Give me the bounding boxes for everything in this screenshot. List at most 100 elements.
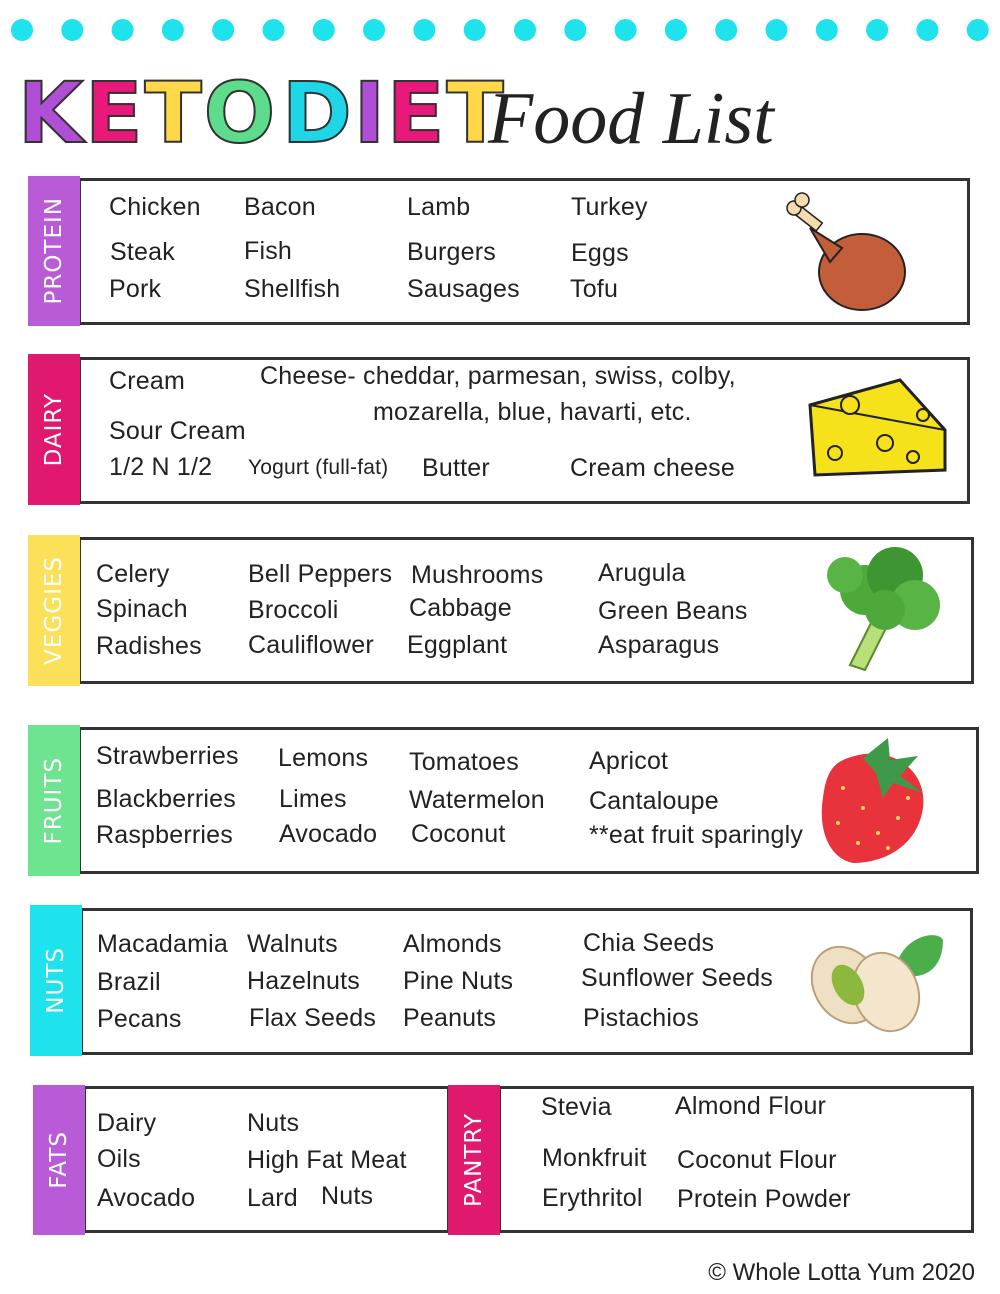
section-box	[78, 178, 970, 325]
food-item: Almonds	[403, 930, 502, 958]
food-item: Bacon	[244, 193, 316, 221]
food-item: Pork	[109, 275, 162, 303]
food-item: Hazelnuts	[247, 967, 360, 995]
food-item: Mushrooms	[411, 561, 544, 589]
section-tab: PROTEIN	[28, 176, 80, 326]
dot	[614, 19, 637, 41]
food-item: Macadamia	[97, 930, 229, 958]
section-tab: VEGGIES	[28, 535, 80, 686]
section-label: FATS	[46, 1131, 72, 1189]
food-item: Cabbage	[409, 594, 512, 622]
section-box	[83, 1086, 450, 1233]
strawberry-icon	[821, 738, 924, 863]
food-item: Coconut Flour	[677, 1146, 837, 1174]
food-item: Nuts	[247, 1109, 300, 1137]
food-item: Flax Seeds	[249, 1004, 377, 1032]
food-item: Almond Flour	[675, 1092, 827, 1120]
section-label: PANTRY	[461, 1113, 487, 1207]
food-item: Asparagus	[598, 631, 720, 659]
dot	[11, 19, 33, 41]
food-item: Walnuts	[247, 930, 338, 958]
section-tab: FATS	[33, 1085, 85, 1235]
section-label: NUTS	[43, 947, 69, 1014]
dot-row	[11, 19, 989, 41]
food-item: Burgers	[407, 238, 496, 266]
food-item: Celery	[96, 560, 170, 588]
section-label: PROTEIN	[41, 197, 67, 305]
food-item: Monkfruit	[542, 1144, 647, 1172]
pistachio-icon	[810, 935, 943, 1033]
section-tab: FRUITS	[28, 725, 80, 876]
drumstick-icon	[786, 192, 906, 311]
dot	[262, 19, 285, 41]
food-item: Sunflower Seeds	[581, 964, 774, 992]
section-tab: PANTRY	[448, 1085, 500, 1235]
section-box	[498, 1086, 974, 1233]
food-item: Avocado	[279, 820, 378, 848]
food-item: Coconut	[411, 820, 506, 848]
dot	[463, 19, 486, 41]
section-box	[78, 537, 974, 684]
food-item: Cream	[109, 367, 186, 395]
food-item: Brazil	[97, 968, 161, 996]
food-item: mozarella, blue, havarti, etc.	[373, 398, 692, 426]
dot	[966, 19, 989, 41]
dot	[212, 19, 235, 41]
dot	[514, 19, 536, 41]
food-item: Cream cheese	[570, 454, 735, 482]
food-item: Bell Peppers	[248, 560, 393, 588]
food-item: Nuts	[321, 1182, 374, 1210]
food-item: High Fat Meat	[247, 1146, 407, 1174]
food-item: Spinach	[96, 595, 188, 623]
food-item: Cheese- cheddar, parmesan, swiss, colby,	[260, 362, 736, 390]
food-item: Steak	[110, 238, 175, 266]
dot	[715, 19, 738, 41]
title-keto: KETO	[17, 64, 278, 162]
food-item: Broccoli	[248, 596, 339, 624]
food-item: Tomatoes	[409, 748, 519, 776]
section-tab: NUTS	[30, 905, 82, 1056]
food-item: Cauliflower	[248, 631, 374, 659]
dot	[161, 19, 184, 41]
food-item: Lamb	[407, 193, 471, 221]
food-item: Yogurt (full-fat)	[248, 456, 389, 479]
dot	[916, 19, 939, 41]
food-item: Protein Powder	[677, 1185, 851, 1213]
food-item: Peanuts	[403, 1004, 497, 1032]
food-item: Stevia	[541, 1093, 612, 1121]
title-script: Food List	[488, 78, 774, 160]
food-item: Erythritol	[542, 1184, 643, 1212]
food-item: Butter	[422, 454, 490, 482]
food-item: Radishes	[96, 632, 202, 660]
food-item: Limes	[279, 785, 347, 813]
dot	[363, 19, 386, 41]
food-item: Blackberries	[96, 785, 236, 813]
dot	[564, 19, 587, 41]
dot	[866, 19, 889, 41]
food-item: Raspberries	[96, 821, 233, 849]
food-item: **eat fruit sparingly	[589, 821, 804, 849]
food-item: Lemons	[278, 744, 369, 772]
food-item: Chicken	[109, 193, 201, 221]
food-item: Pine Nuts	[403, 967, 514, 995]
cheese-icon	[808, 378, 947, 477]
section-label: VEGGIES	[41, 556, 67, 665]
dot	[765, 19, 788, 41]
broccoli-icon	[827, 547, 940, 672]
food-item: Watermelon	[409, 786, 545, 814]
section-label: DAIRY	[41, 392, 67, 467]
food-item: Dairy	[97, 1109, 157, 1137]
dot	[815, 19, 838, 41]
dot	[61, 19, 84, 41]
food-item: Sour Cream	[109, 417, 246, 445]
food-item: 1/2 N 1/2	[109, 453, 213, 481]
food-item: Arugula	[598, 559, 686, 587]
food-item: Pecans	[97, 1005, 182, 1033]
section-tab: DAIRY	[28, 354, 80, 505]
food-item: Eggplant	[407, 631, 508, 659]
section-label: FRUITS	[41, 756, 67, 845]
food-item: Avocado	[97, 1184, 196, 1212]
food-item: Apricot	[589, 747, 669, 775]
food-item: Shellfish	[244, 275, 341, 303]
